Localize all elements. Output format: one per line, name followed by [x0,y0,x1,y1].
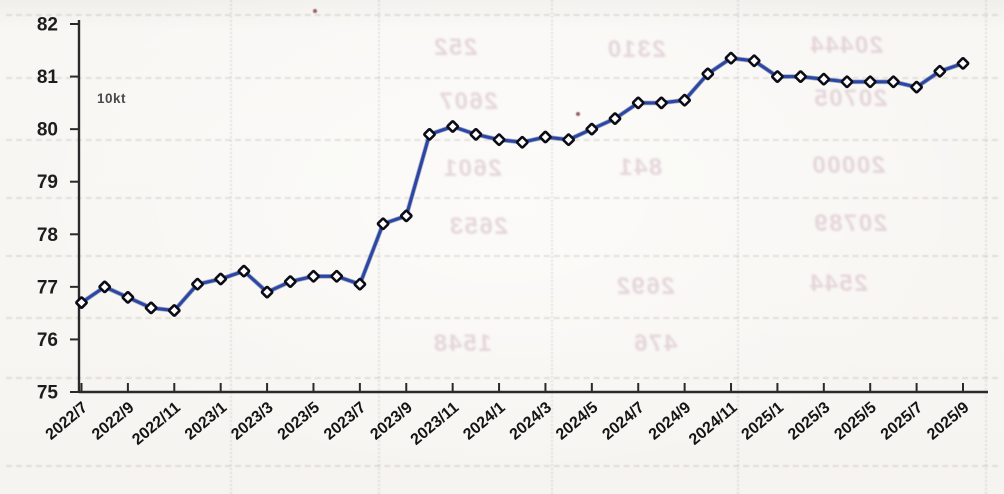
data-point-marker [840,75,854,89]
data-point-marker [910,80,924,94]
data-point-marker [469,127,483,141]
unit-label: 10kt [97,91,127,106]
data-point-marker [538,130,552,144]
data-point-marker [191,277,204,291]
x-tick-label: 2025/1 [739,399,787,444]
data-point-marker [654,96,668,110]
y-tick-label: 78 [37,225,58,246]
data-point-marker [794,70,808,84]
data-point-marker [283,275,297,289]
x-tick-label: 2025/5 [831,399,879,444]
data-line-shadow [79,55,966,313]
data-point-marker [678,93,692,107]
data-point-marker [376,217,390,231]
x-tick-label: 2023/1 [182,399,230,444]
data-point-marker [562,133,576,147]
x-tick-label: 2024/3 [507,399,555,444]
x-tick-label: 2024/1 [460,399,508,444]
x-tick-label: 2025/7 [878,399,926,444]
data-point-marker [817,72,831,86]
y-tick-label: 80 [37,120,58,141]
data-point-marker [307,269,320,283]
x-tick-label: 2022/11 [129,399,184,449]
x-tick-label: 2024/11 [686,399,741,449]
data-point-marker [515,135,529,149]
x-tick-label: 2023/11 [408,399,463,449]
x-tick-label: 2024/7 [599,399,647,444]
y-tick-label: 77 [37,277,58,298]
data-point-marker [701,67,715,81]
x-tick-label: 2024/5 [553,399,601,444]
data-point-marker [75,296,88,310]
data-point-marker [237,264,251,278]
data-point-marker [98,280,112,294]
data-point-marker [956,56,970,70]
data-point-marker [631,96,645,110]
x-tick-label: 2023/7 [321,399,369,444]
data-point-marker [747,54,761,68]
x-tick-label: 2023/3 [228,399,276,444]
data-point-marker [330,269,344,283]
data-point-marker [886,75,900,89]
data-point-marker [724,51,738,65]
data-point-marker [423,127,436,141]
data-point-marker [446,120,460,133]
y-tick-label: 81 [37,67,59,88]
y-tick-label: 82 [37,15,58,36]
data-point-marker [121,290,135,304]
data-line [79,56,965,313]
y-tick-label: 76 [37,330,58,351]
y-tick-label: 79 [37,172,58,193]
data-point-marker [144,301,158,315]
data-point-marker [167,304,181,317]
x-tick-label: 2025/3 [785,399,833,444]
data-point-marker [260,285,274,299]
data-point-marker [608,112,622,126]
data-point-marker [353,277,367,291]
data-point-marker [399,209,413,223]
x-tick-label: 2022/7 [43,399,91,444]
data-point-marker [933,64,947,78]
data-point-marker [863,75,877,89]
data-point-marker [585,122,599,136]
x-tick-label: 2025/9 [924,399,972,444]
data-point-marker [770,70,784,84]
x-tick-label: 2023/5 [275,399,323,444]
y-tick-label: 75 [37,383,59,404]
data-point-marker [214,272,228,286]
data-point-marker [492,133,506,147]
